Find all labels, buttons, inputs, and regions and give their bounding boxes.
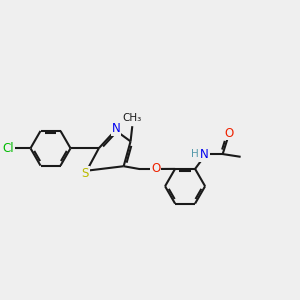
- Text: S: S: [81, 167, 89, 180]
- Text: O: O: [151, 163, 160, 176]
- Text: H: H: [191, 149, 199, 159]
- Text: O: O: [225, 127, 234, 140]
- Text: Cl: Cl: [2, 142, 14, 155]
- Text: N: N: [200, 148, 209, 160]
- Text: CH₃: CH₃: [123, 113, 142, 123]
- Text: N: N: [112, 122, 120, 135]
